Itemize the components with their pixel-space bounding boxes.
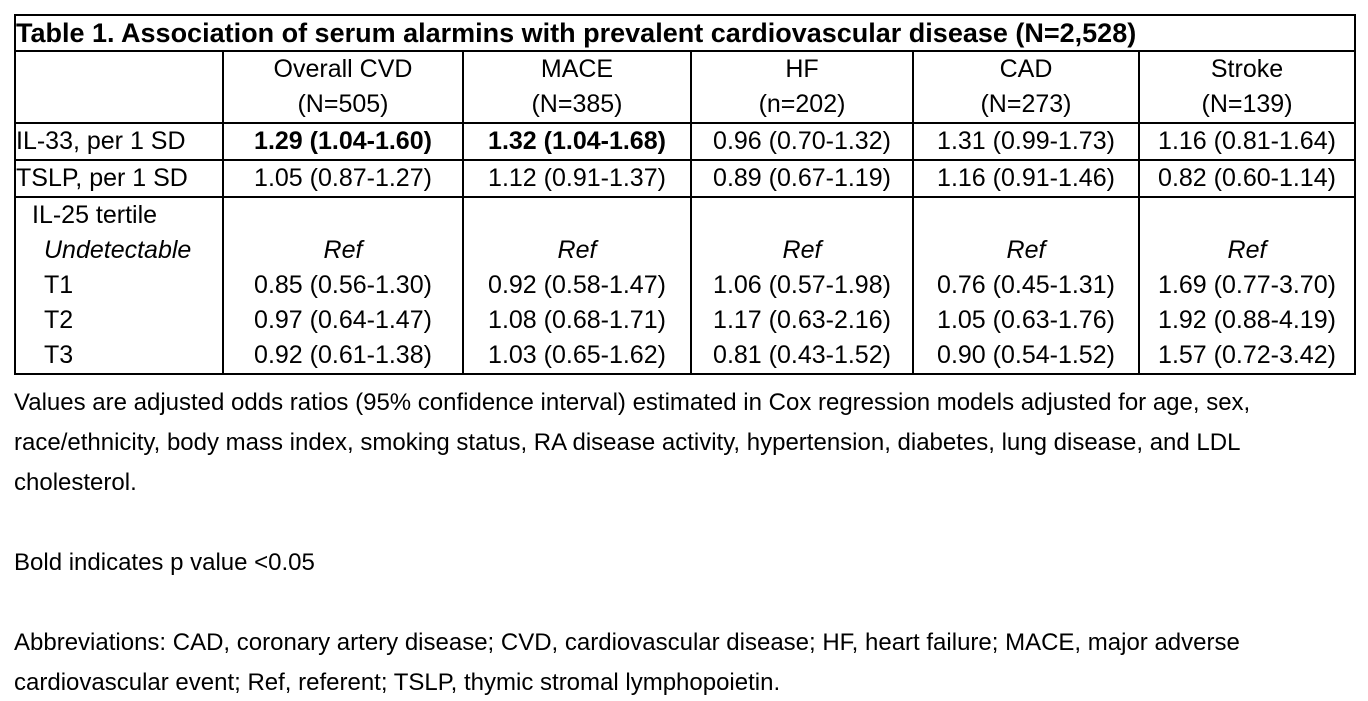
column-header-row: Overall CVD (N=505) MACE (N=385) HF (n=2… (14, 50, 1357, 124)
cell-il33-stroke: 1.16 (0.81-1.64) (1137, 122, 1357, 161)
cell-t3-stroke: 1.57 (0.72-3.42) (1158, 341, 1336, 369)
table-title-row: Table 1. Association of serum alarmins w… (13, 14, 1357, 52)
cell-t2-stroke: 1.92 (0.88-4.19) (1158, 306, 1336, 334)
column-header-name: MACE (540, 55, 614, 83)
cell-undetectable-overall-cvd: Ref (323, 236, 363, 264)
cell-t3-mace: 1.03 (0.65-1.62) (488, 341, 666, 369)
column-header-name: Stroke (1210, 55, 1284, 83)
table-row-tslp: TSLP, per 1 SD 1.05 (0.87-1.27) 1.12 (0.… (14, 159, 1357, 198)
tertile-label-cell: IL-25 tertile Undetectable T1 T2 T3 (14, 196, 224, 375)
footnote-bold-note: Bold indicates p value <0.05 (14, 549, 315, 576)
column-header-name: Overall CVD (273, 55, 413, 83)
cell-t2-overall-cvd: 0.97 (0.64-1.47) (254, 306, 432, 334)
column-header-name: CAD (999, 55, 1053, 83)
row-label-il33: IL-33, per 1 SD (14, 122, 224, 161)
column-header-n: (N=273) (980, 90, 1072, 118)
footnote-adjustment: Values are adjusted odds ratios (95% con… (14, 389, 1251, 496)
cell-t2-cad: 1.05 (0.63-1.76) (937, 306, 1115, 334)
results-table: Table 1. Association of serum alarmins w… (13, 14, 1357, 375)
column-header-overall-cvd: Overall CVD (N=505) (222, 50, 464, 124)
cell-t1-hf: 1.06 (0.57-1.98) (713, 271, 891, 299)
cell-tslp-cad: 1.16 (0.91-1.46) (912, 159, 1140, 198)
tertile-blank-line (1141, 199, 1353, 233)
tertile-row-label-t2: T2 (44, 306, 74, 334)
tertile-row-label-t3: T3 (44, 341, 74, 369)
tertile-blank-line (915, 199, 1137, 233)
tertile-group-label: IL-25 tertile (32, 201, 158, 229)
cell-undetectable-stroke: Ref (1227, 236, 1267, 264)
tertile-blank-line (225, 199, 461, 233)
footnote-abbreviations: Abbreviations: CAD, coronary artery dise… (14, 629, 1240, 696)
cell-t1-mace: 0.92 (0.58-1.47) (488, 271, 666, 299)
table-row-il33: IL-33, per 1 SD 1.29 (1.04-1.60) 1.32 (1… (14, 122, 1357, 161)
cell-t2-mace: 1.08 (0.68-1.71) (488, 306, 666, 334)
tertile-blank-line (465, 199, 689, 233)
cell-il33-cad: 1.31 (0.99-1.73) (912, 122, 1140, 161)
column-header-n: (n=202) (758, 90, 846, 118)
cell-il33-mace: 1.32 (1.04-1.68) (462, 122, 692, 161)
tertile-col-overall-cvd: Ref 0.85 (0.56-1.30) 0.97 (0.64-1.47) 0.… (222, 196, 464, 375)
tertile-row-label-t1: T1 (44, 271, 74, 299)
column-header-hf: HF (n=202) (690, 50, 914, 124)
cell-t3-hf: 0.81 (0.43-1.52) (713, 341, 891, 369)
column-header-stroke: Stroke (N=139) (1137, 50, 1357, 124)
cell-t1-stroke: 1.69 (0.77-3.70) (1158, 271, 1336, 299)
cell-undetectable-hf: Ref (782, 236, 822, 264)
cell-undetectable-mace: Ref (557, 236, 597, 264)
column-header-cad: CAD (N=273) (912, 50, 1140, 124)
cell-tslp-overall-cvd: 1.05 (0.87-1.27) (222, 159, 464, 198)
cell-il33-hf: 0.96 (0.70-1.32) (690, 122, 914, 161)
column-header-name: HF (785, 55, 819, 83)
cell-tslp-stroke: 0.82 (0.60-1.14) (1137, 159, 1357, 198)
column-header-mace: MACE (N=385) (462, 50, 692, 124)
cell-tslp-mace: 1.12 (0.91-1.37) (462, 159, 692, 198)
tertile-col-stroke: Ref 1.69 (0.77-3.70) 1.92 (0.88-4.19) 1.… (1137, 196, 1357, 375)
cell-t3-overall-cvd: 0.92 (0.61-1.38) (254, 341, 432, 369)
tertile-row-label-undetectable: Undetectable (44, 236, 192, 264)
cell-t3-cad: 0.90 (0.54-1.52) (937, 341, 1115, 369)
table-title: Table 1. Association of serum alarmins w… (13, 14, 1357, 52)
cell-t1-cad: 0.76 (0.45-1.31) (937, 271, 1115, 299)
cell-t2-hf: 1.17 (0.63-2.16) (713, 306, 891, 334)
column-header-n: (N=139) (1201, 90, 1293, 118)
cell-il33-overall-cvd: 1.29 (1.04-1.60) (222, 122, 464, 161)
column-header-n: (N=385) (531, 90, 623, 118)
tertile-col-mace: Ref 0.92 (0.58-1.47) 1.08 (0.68-1.71) 1.… (462, 196, 692, 375)
table-row-il25-tertile-group: IL-25 tertile Undetectable T1 T2 T3 Ref … (14, 196, 1357, 375)
cell-undetectable-cad: Ref (1006, 236, 1046, 264)
footnotes: Values are adjusted odds ratios (95% con… (14, 383, 1350, 701)
tertile-col-cad: Ref 0.76 (0.45-1.31) 1.05 (0.63-1.76) 0.… (912, 196, 1140, 375)
cell-tslp-hf: 0.89 (0.67-1.19) (690, 159, 914, 198)
cell-t1-overall-cvd: 0.85 (0.56-1.30) (254, 271, 432, 299)
row-label-tslp: TSLP, per 1 SD (14, 159, 224, 198)
tertile-col-hf: Ref 1.06 (0.57-1.98) 1.17 (0.63-2.16) 0.… (690, 196, 914, 375)
column-header-n: (N=505) (297, 90, 389, 118)
tertile-blank-line (693, 199, 911, 233)
header-empty-cell (14, 50, 224, 124)
